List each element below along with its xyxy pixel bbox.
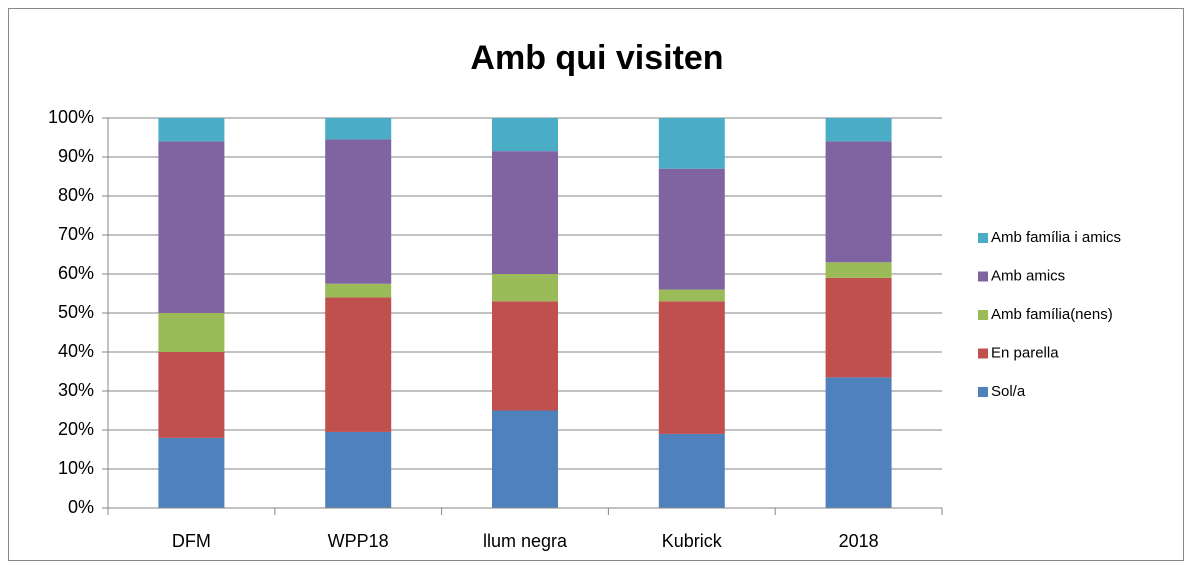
bar-segment — [825, 377, 892, 508]
legend-label: Amb amics — [991, 267, 1065, 284]
y-tick-label: 10% — [58, 458, 94, 478]
bar-segment — [658, 168, 725, 290]
bar-segment — [825, 262, 892, 278]
x-tick-label: WPP18 — [328, 531, 389, 551]
legend-label: Amb família i amics — [991, 229, 1121, 246]
bar-segment — [658, 118, 725, 169]
chart-title: Amb qui visiten — [470, 39, 723, 77]
legend-swatch — [978, 348, 988, 359]
y-tick-label: 30% — [58, 380, 94, 400]
bar-segment — [325, 139, 392, 284]
x-tick-label: llum negra — [483, 531, 568, 551]
bar-segment — [492, 410, 558, 508]
x-tick-label: Kubrick — [662, 531, 723, 551]
legend-swatch — [978, 233, 988, 243]
y-tick-label: 40% — [58, 341, 94, 361]
bar-segment — [158, 437, 225, 508]
bar-segment — [658, 289, 725, 302]
legend-swatch — [978, 271, 988, 282]
bar-segment — [492, 274, 558, 302]
bar-segment — [658, 301, 725, 434]
bar-segment — [325, 283, 392, 298]
bar-segment — [492, 151, 558, 274]
y-tick-label: 60% — [58, 263, 94, 283]
bar-segment — [158, 313, 225, 352]
x-tick-label: 2018 — [839, 531, 879, 551]
legend-label: Amb família(nens) — [991, 306, 1113, 323]
legend-swatch — [978, 310, 988, 320]
y-tick-label: 90% — [58, 146, 94, 166]
bar-segment — [325, 297, 392, 432]
legend-label: En parella — [991, 344, 1059, 361]
bar-segment — [325, 118, 392, 140]
bar-segment — [825, 141, 892, 263]
bar-segment — [158, 352, 225, 438]
y-tick-label: 80% — [58, 185, 94, 205]
bar-segment — [658, 433, 725, 508]
bar-segment — [492, 301, 558, 411]
bar-segment — [825, 118, 892, 142]
bar-segment — [158, 118, 225, 142]
bar-segment — [158, 141, 225, 313]
y-tick-label: 50% — [58, 302, 94, 322]
y-tick-label: 20% — [58, 419, 94, 439]
legend-label: Sol/a — [991, 383, 1026, 400]
y-tick-label: 70% — [58, 224, 94, 244]
bar-segment — [325, 431, 392, 508]
bar-segment — [825, 277, 892, 378]
y-tick-label: 100% — [48, 107, 94, 127]
x-tick-label: DFM — [172, 531, 211, 551]
legend-swatch — [978, 387, 988, 397]
bar-segment — [492, 118, 558, 152]
y-tick-label: 0% — [68, 497, 94, 517]
